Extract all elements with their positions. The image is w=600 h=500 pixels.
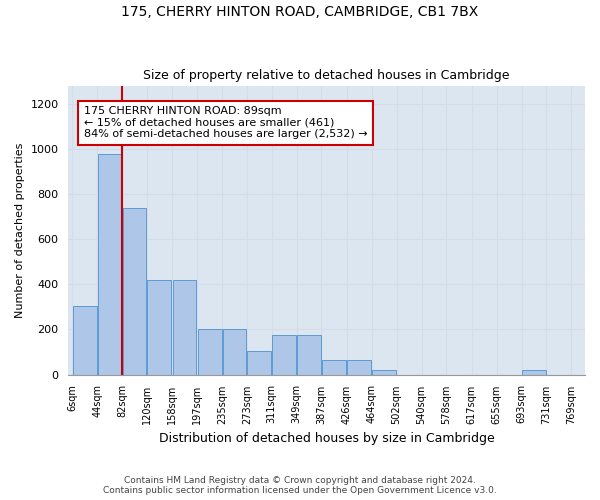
- Y-axis label: Number of detached properties: Number of detached properties: [15, 142, 25, 318]
- Bar: [122, 208, 146, 374]
- Bar: [373, 370, 396, 374]
- Bar: [223, 330, 247, 374]
- Bar: [347, 360, 371, 374]
- Bar: [148, 280, 171, 374]
- Bar: [73, 306, 97, 374]
- Text: 175, CHERRY HINTON ROAD, CAMBRIDGE, CB1 7BX: 175, CHERRY HINTON ROAD, CAMBRIDGE, CB1 …: [121, 5, 479, 19]
- Bar: [98, 154, 122, 374]
- Bar: [322, 360, 346, 374]
- Bar: [272, 335, 296, 374]
- Bar: [522, 370, 546, 374]
- Bar: [198, 330, 221, 374]
- Bar: [173, 280, 196, 374]
- Text: Contains HM Land Registry data © Crown copyright and database right 2024.
Contai: Contains HM Land Registry data © Crown c…: [103, 476, 497, 495]
- Bar: [247, 351, 271, 374]
- Title: Size of property relative to detached houses in Cambridge: Size of property relative to detached ho…: [143, 69, 510, 82]
- Text: 175 CHERRY HINTON ROAD: 89sqm
← 15% of detached houses are smaller (461)
84% of : 175 CHERRY HINTON ROAD: 89sqm ← 15% of d…: [84, 106, 368, 140]
- X-axis label: Distribution of detached houses by size in Cambridge: Distribution of detached houses by size …: [159, 432, 494, 445]
- Bar: [297, 335, 321, 374]
